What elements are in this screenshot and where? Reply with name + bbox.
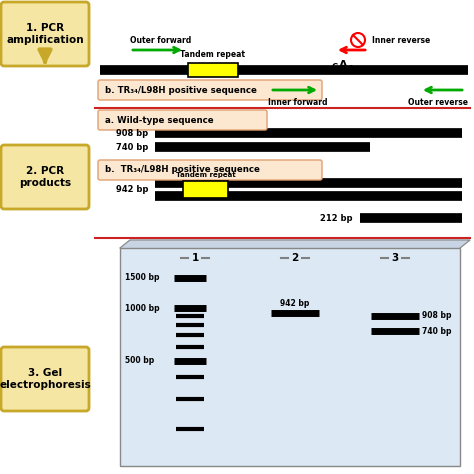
Text: 908 bp: 908 bp bbox=[116, 128, 148, 137]
Text: 2. PCR
products: 2. PCR products bbox=[19, 166, 71, 188]
FancyBboxPatch shape bbox=[1, 2, 89, 66]
Text: a. Wild-type sequence: a. Wild-type sequence bbox=[105, 116, 214, 125]
Bar bbox=[183, 181, 228, 198]
Text: 3: 3 bbox=[392, 253, 399, 263]
FancyBboxPatch shape bbox=[1, 145, 89, 209]
Text: Tandem repeat: Tandem repeat bbox=[176, 172, 236, 178]
FancyBboxPatch shape bbox=[98, 110, 267, 130]
Text: A: A bbox=[339, 60, 347, 70]
Text: 1: 1 bbox=[191, 253, 199, 263]
Text: 500 bp: 500 bp bbox=[125, 356, 154, 365]
FancyBboxPatch shape bbox=[98, 80, 322, 100]
FancyBboxPatch shape bbox=[1, 347, 89, 411]
Text: 740 bp: 740 bp bbox=[116, 143, 148, 152]
Text: Outer forward: Outer forward bbox=[130, 36, 191, 45]
Text: 1. PCR
amplification: 1. PCR amplification bbox=[6, 23, 84, 45]
Text: Outer reverse: Outer reverse bbox=[408, 98, 468, 107]
Text: Tandem repeat: Tandem repeat bbox=[181, 50, 246, 59]
Polygon shape bbox=[120, 240, 470, 248]
Text: Inner reverse: Inner reverse bbox=[372, 36, 430, 45]
Text: b.  TR₃₄/L98H positive sequence: b. TR₃₄/L98H positive sequence bbox=[105, 165, 260, 174]
Text: c: c bbox=[349, 64, 353, 70]
Text: 942 bp: 942 bp bbox=[116, 185, 148, 194]
Text: 2: 2 bbox=[292, 253, 299, 263]
Text: 212 bp: 212 bp bbox=[320, 213, 353, 222]
Text: Inner forward: Inner forward bbox=[268, 98, 328, 107]
Bar bbox=[120, 248, 460, 466]
Text: 1000 bp: 1000 bp bbox=[125, 304, 160, 313]
Text: 908 bp: 908 bp bbox=[422, 311, 452, 320]
Text: b. TR₃₄/L98H positive sequence: b. TR₃₄/L98H positive sequence bbox=[105, 85, 257, 94]
FancyBboxPatch shape bbox=[98, 160, 322, 180]
Text: 740 bp: 740 bp bbox=[422, 327, 452, 336]
Text: C: C bbox=[332, 63, 338, 72]
Text: 3. Gel
electrophoresis: 3. Gel electrophoresis bbox=[0, 368, 91, 390]
Text: 1500 bp: 1500 bp bbox=[125, 273, 159, 283]
Text: 942 bp: 942 bp bbox=[280, 299, 310, 308]
Bar bbox=[188, 63, 238, 77]
